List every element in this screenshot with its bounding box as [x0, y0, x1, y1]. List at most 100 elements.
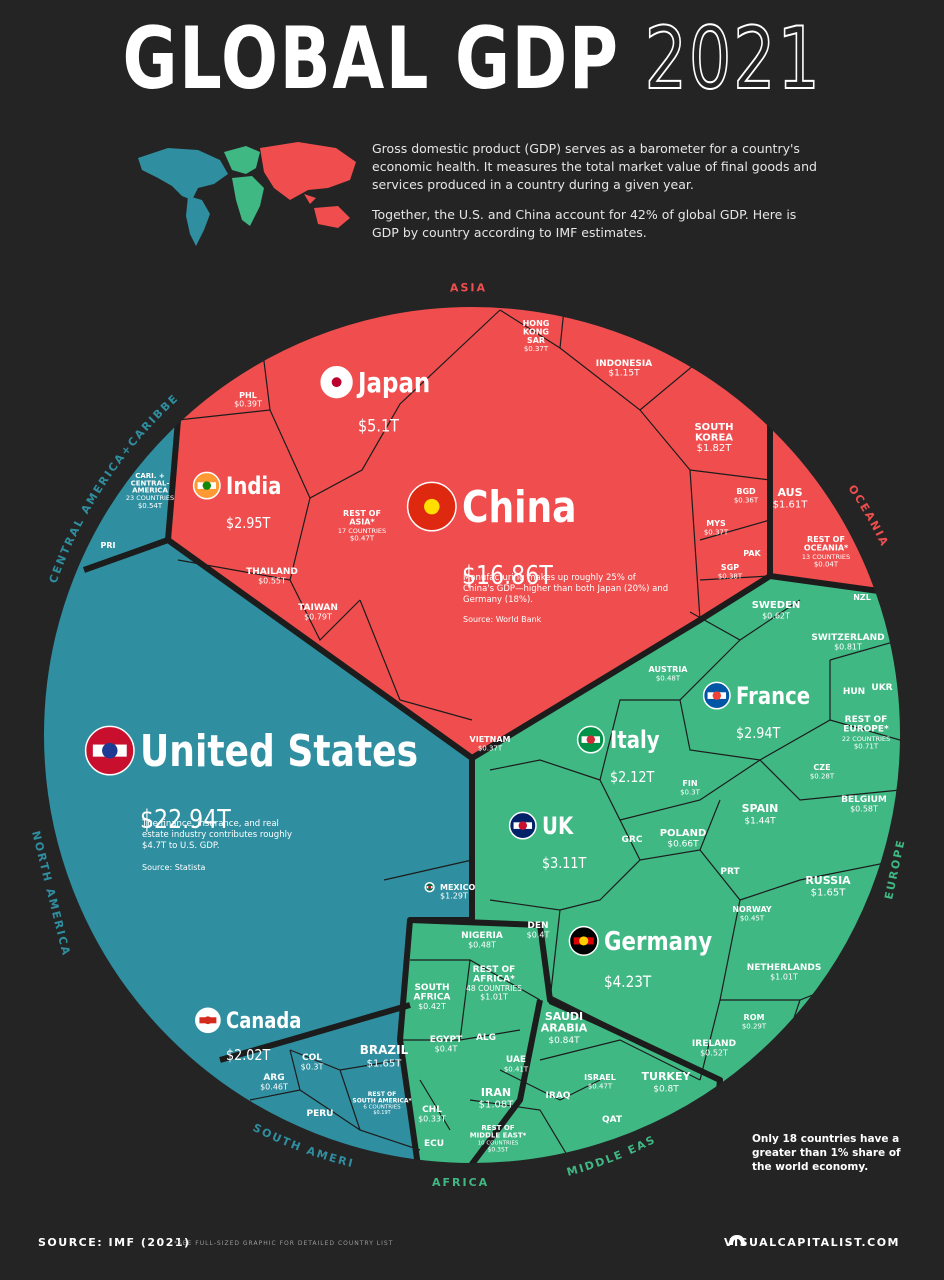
- cell-label-egypt: EGYPT$0.4T: [430, 1035, 463, 1053]
- footer-note: *SEE FULL-SIZED GRAPHIC FOR DETAILED COU…: [174, 1240, 394, 1247]
- cell-value: $5.1T: [358, 415, 399, 435]
- cell-label-spain: SPAIN $1.44T: [742, 802, 779, 827]
- cell-name: RUSSIA: [805, 874, 851, 887]
- cell-name: NORWAY: [732, 905, 772, 914]
- china-annotation: Manufacturing makes up roughly 25% of Chi…: [463, 573, 668, 605]
- cell-label-uk: UK $3.11T: [508, 811, 587, 873]
- cell-name: ECU: [424, 1139, 444, 1149]
- cell-value: $0.47T: [350, 535, 375, 543]
- cell-value: $0.54T: [138, 502, 163, 510]
- us-source: Source: Statista: [142, 863, 205, 872]
- cell-label-ukr: UKR: [871, 683, 892, 693]
- cell-value: $0.55T: [258, 576, 286, 585]
- cell-name: CHL: [422, 1105, 442, 1115]
- cell-label-china: China $16.86T: [406, 481, 577, 590]
- cell-value: $1.01T: [480, 993, 508, 1002]
- cell-label-rom: ROM$0.29T: [742, 1013, 767, 1030]
- cell-value: $0.84T: [548, 1036, 580, 1046]
- region-borders: [82, 419, 902, 1165]
- cell-name: GRC: [622, 835, 643, 845]
- cell-label-netherlands: NETHERLANDS$1.01T: [747, 963, 822, 981]
- cell-label-united-states: United States $22.94T: [84, 725, 418, 834]
- page-title: GLOBAL GDP 2021: [122, 8, 822, 110]
- cell-name: ARABIA: [541, 1022, 588, 1035]
- germany-flag-icon: [568, 925, 599, 956]
- cell-name: HUN: [843, 687, 865, 697]
- cell-name: UAE: [506, 1055, 526, 1065]
- cell-name: TURKEY: [642, 1070, 692, 1083]
- cell-name: France: [736, 683, 810, 710]
- cell-africa: [400, 920, 550, 1165]
- cell-value: $16.86T: [462, 560, 553, 590]
- cell-name: KOREA: [695, 433, 733, 444]
- cell-label-chl: CHL$0.33T: [418, 1105, 446, 1123]
- france-flag-icon: [702, 681, 731, 710]
- cell-value: $0.58T: [850, 804, 878, 813]
- cell-value: $1.44T: [744, 817, 776, 827]
- cell-label-austria: AUSTRIA$0.48T: [649, 665, 689, 682]
- cell-value: $4.23T: [604, 973, 652, 991]
- cell-value: $0.47T: [588, 1082, 613, 1090]
- cell-label-den: DEN$0.4T: [527, 921, 550, 939]
- cell-value: $22.94T: [140, 804, 231, 834]
- cell-name: NZL: [853, 593, 871, 602]
- cell-value: $0.48T: [656, 674, 681, 682]
- cell-name: BRAZIL: [360, 1043, 409, 1057]
- cell-label-iraq: IRAQ: [546, 1091, 571, 1101]
- cell-name: India: [226, 473, 281, 500]
- italy-flag-icon: [576, 725, 605, 754]
- cell-name: UK: [542, 813, 574, 840]
- cell-label-cze: CZE$0.28T: [810, 763, 835, 780]
- cell-label-alg: ALG: [476, 1033, 496, 1043]
- cell-name: REST OF: [481, 1124, 514, 1132]
- cell-value: $0.37T: [704, 528, 729, 536]
- cell-label-switzerland: SWITZERLAND$0.81T: [811, 633, 884, 651]
- cell-value: $1.08T: [479, 1100, 515, 1111]
- cell-name: United States: [140, 727, 418, 777]
- cell-label-belgium: BELGIUM$0.58T: [841, 795, 887, 813]
- cell-value: $0.04T: [814, 561, 839, 569]
- cell-label-norway: NORWAY$0.45T: [732, 905, 772, 922]
- inner-borders: [177, 305, 901, 1161]
- cell-name: IRELAND: [692, 1039, 736, 1049]
- cell-name: REST OF: [473, 965, 516, 975]
- cell-value: $1.82T: [697, 443, 733, 454]
- cell-labels: United States$22.94TCanada$2.02TMEXICO$1…: [84, 319, 893, 1153]
- cell-value: $1.15T: [608, 368, 640, 378]
- cell-name: SOUTH AMERICA*: [352, 1097, 412, 1104]
- cell-name: OCEANIA*: [804, 543, 849, 552]
- cell-label-israel: ISRAEL$0.47T: [584, 1073, 616, 1090]
- cell-name: MIDDLE EAST*: [470, 1131, 527, 1139]
- cell-name: PRI: [101, 541, 116, 550]
- cell-label-bgd: BGD$0.36T: [734, 487, 759, 504]
- footer-source: SOURCE: IMF (2021): [38, 1236, 191, 1249]
- cell-label-phl: PHL$0.39T: [234, 391, 262, 408]
- cell-name: IRAN: [481, 1086, 511, 1099]
- cell-label-mys: MYS$0.37T: [704, 519, 729, 536]
- cell-label-mexico: MEXICO$1.29T: [424, 882, 475, 900]
- cell-value: $0.66T: [667, 840, 699, 850]
- cell-name: SAR: [527, 336, 545, 345]
- cell-label-fin: FIN$0.3T: [680, 779, 701, 796]
- cell-value: $0.8T: [653, 1085, 679, 1095]
- cell-value: $0.42T: [418, 1002, 446, 1011]
- cell-label-india: India $2.95T: [192, 471, 281, 533]
- cell-name: ARG: [263, 1073, 284, 1083]
- cell-value: $1.29T: [440, 891, 468, 900]
- cell-label-arg: ARG$0.46T: [260, 1073, 288, 1091]
- cell-name: SOUTH: [414, 983, 449, 993]
- footer-brand: VISUALCAPITALIST.COM: [724, 1236, 900, 1249]
- intro-paragraph-1: Gross domestic product (GDP) serves as a…: [372, 141, 817, 192]
- cell-name: EGYPT: [430, 1035, 463, 1045]
- us-note: The finance, insurance, and real estate i…: [141, 819, 292, 872]
- cell-name: REST OF: [807, 535, 845, 544]
- us-flag-icon: [84, 725, 135, 776]
- cell-value: $3.11T: [542, 855, 587, 872]
- cell-label-brazil: BRAZIL $1.65T: [360, 1043, 409, 1070]
